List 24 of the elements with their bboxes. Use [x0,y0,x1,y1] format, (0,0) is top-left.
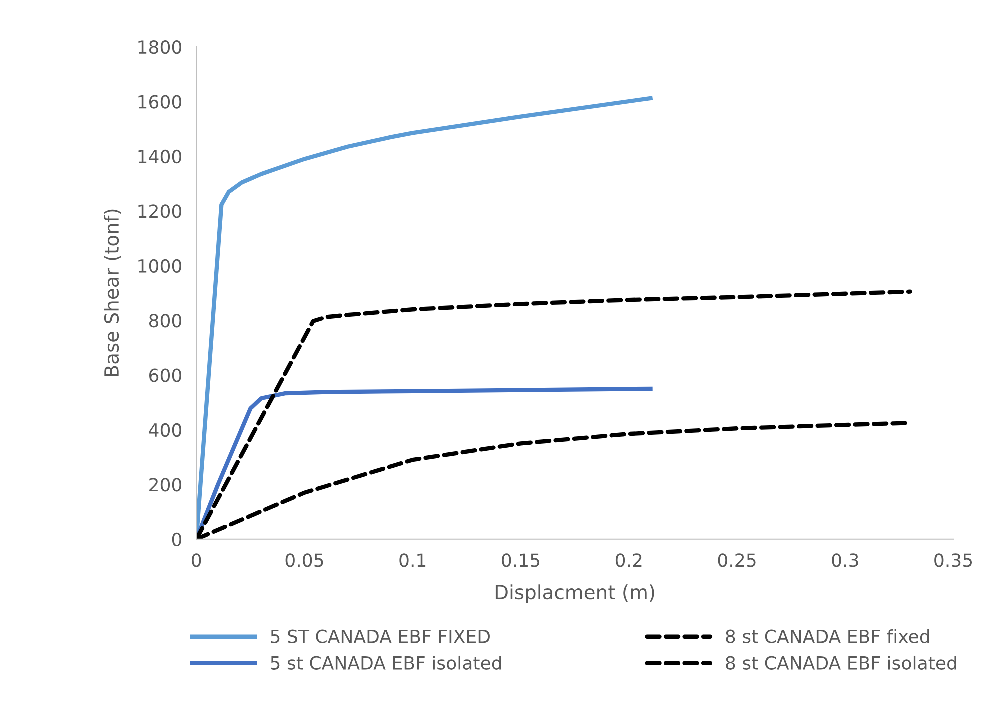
y-tick-label: 1400 [138,150,182,164]
y-tick-label: 400 [149,423,182,438]
x-tick-label: 0.25 [718,554,756,568]
y-tick-label: 0 [172,532,182,546]
legend-label: 8 st CANADA EBF isolated [726,656,956,670]
y-tick-label: 600 [150,368,182,382]
x-tick-label: 0 [192,554,202,568]
x-tick-label: 0.35 [934,554,972,568]
y-tick-label: 800 [149,314,182,328]
y-tick-label: 1800 [138,40,182,54]
y-tick-label: 1600 [138,95,182,109]
y-tick-label: 1200 [138,204,182,218]
legend-label: 5 st CANADA EBF isolated [271,656,502,670]
y-tick-label: 1000 [138,259,182,273]
x-tick-label: 0.15 [502,554,540,568]
x-tick-label: 0.05 [286,554,324,568]
legend-label: 8 st CANADA EBF fixed [726,629,930,644]
y-axis-title: Base Shear (tonf) [104,210,122,376]
legend-label: 5 ST CANADA EBF FIXED [271,630,490,644]
x-tick-label: 0.1 [400,554,426,568]
y-tick-label: 200 [150,478,182,492]
x-axis-title: Displacment (m) [496,584,654,604]
x-tick-label: 0.3 [832,554,858,568]
x-tick-label: 0.2 [616,554,642,568]
